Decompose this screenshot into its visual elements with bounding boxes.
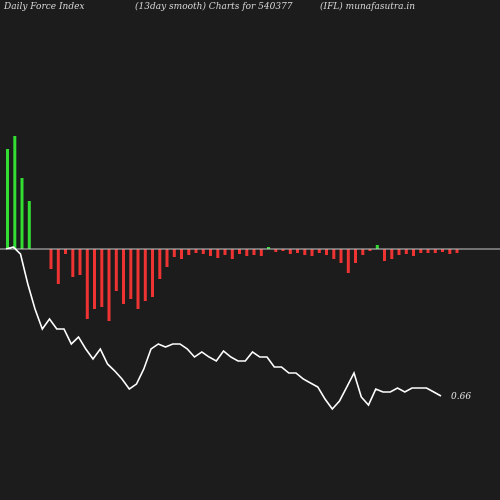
force-bar-42 — [310, 249, 314, 256]
force-bar-20 — [151, 249, 154, 297]
force-bar-61 — [448, 249, 452, 254]
force-bar-40 — [296, 249, 299, 253]
force-bar-62 — [455, 249, 459, 253]
force-bar-22 — [165, 249, 169, 267]
force-bar-13 — [100, 249, 104, 307]
force-bar-11 — [85, 249, 89, 319]
force-bar-56 — [412, 249, 415, 256]
force-bar-23 — [172, 249, 176, 257]
force-bar-28 — [209, 249, 212, 256]
force-bar-51 — [375, 245, 379, 249]
force-bar-6 — [49, 249, 53, 269]
force-bar-46 — [339, 249, 343, 263]
force-bar-55 — [404, 249, 408, 254]
force-bar-44 — [325, 249, 328, 255]
force-bar-35 — [259, 249, 263, 256]
force-bar-53 — [390, 249, 394, 259]
force-bar-1 — [13, 136, 17, 249]
force-bar-34 — [252, 249, 256, 255]
force-bars — [6, 136, 459, 321]
force-bar-26 — [194, 249, 198, 253]
force-bar-54 — [397, 249, 401, 255]
force-bar-8 — [64, 249, 67, 254]
force-bar-12 — [93, 249, 96, 309]
force-bar-29 — [216, 249, 220, 258]
force-bar-60 — [441, 249, 444, 252]
chart-title-middle: (13day smooth) Charts for 540377 — [135, 2, 293, 12]
force-bar-30 — [223, 249, 227, 255]
chart-title-left: Daily Force Index — [4, 2, 85, 12]
smoothed-line — [5, 246, 442, 411]
force-bar-9 — [71, 249, 75, 277]
last-value-label: 0.66 — [451, 392, 471, 402]
force-bar-2 — [20, 178, 24, 249]
force-bar-52 — [383, 249, 386, 261]
force-bar-47 — [346, 249, 350, 273]
force-bar-18 — [136, 249, 140, 309]
force-bar-36 — [267, 247, 270, 249]
force-bar-24 — [180, 249, 183, 259]
force-bar-39 — [288, 249, 292, 254]
force-bar-19 — [143, 249, 147, 301]
force-bar-21 — [158, 249, 162, 279]
force-bar-3 — [27, 201, 31, 249]
force-bar-57 — [419, 249, 423, 253]
force-bar-49 — [361, 249, 365, 255]
force-bar-16 — [122, 249, 125, 304]
force-bar-48 — [354, 249, 357, 263]
force-bar-43 — [317, 249, 321, 253]
force-bar-41 — [303, 249, 307, 255]
force-bar-17 — [129, 249, 133, 299]
force-bar-38 — [281, 249, 285, 251]
force-bar-31 — [230, 249, 234, 259]
chart-title-right: (IFL) munafasutra.in — [320, 2, 416, 12]
force-bar-58 — [426, 249, 430, 253]
force-bar-7 — [56, 249, 60, 284]
force-bar-27 — [201, 249, 205, 254]
force-bar-59 — [433, 249, 437, 253]
force-bar-45 — [332, 249, 336, 259]
force-bar-10 — [78, 249, 82, 275]
force-bar-14 — [107, 249, 111, 321]
force-bar-15 — [114, 249, 118, 291]
force-bar-25 — [187, 249, 191, 255]
force-bar-32 — [238, 249, 241, 254]
force-bar-33 — [245, 249, 249, 256]
force-bar-37 — [274, 249, 278, 252]
force-bar-0 — [6, 149, 9, 249]
force-bar-50 — [368, 249, 372, 251]
